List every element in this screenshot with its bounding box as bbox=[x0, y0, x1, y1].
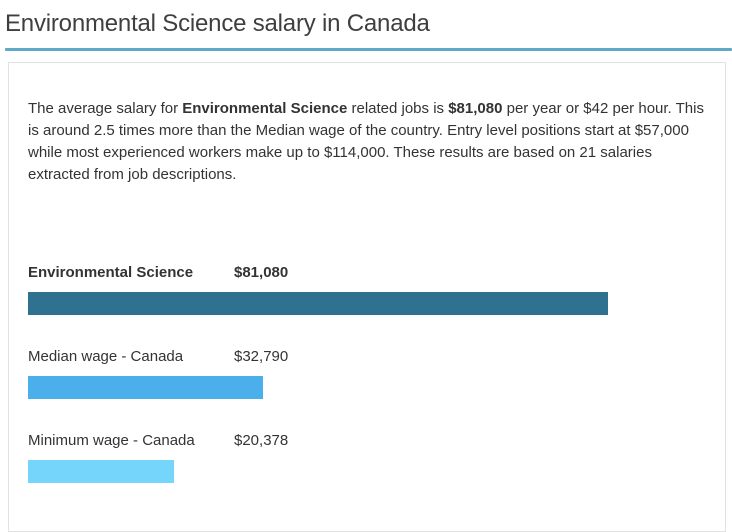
bar-track bbox=[28, 460, 608, 483]
bar-value: $81,080 bbox=[234, 264, 289, 281]
bar-value: $32,790 bbox=[234, 348, 289, 365]
summary-text-run: related jobs is bbox=[347, 100, 449, 117]
chart-row-header: Median wage - Canada $32,790 bbox=[28, 348, 706, 366]
chart-row: Minimum wage - Canada $20,378 bbox=[28, 432, 706, 483]
summary-bold-text: $81,080 bbox=[448, 100, 503, 117]
summary-text-run: per year or $42 per hour. This is around… bbox=[28, 100, 704, 183]
bar-label: Median wage - Canada bbox=[28, 348, 184, 365]
bar-label: Minimum wage - Canada bbox=[28, 432, 195, 449]
bar-value: $20,378 bbox=[234, 432, 289, 449]
summary-text-run: The average salary for bbox=[28, 100, 183, 117]
chart-row-header: Minimum wage - Canada $20,378 bbox=[28, 432, 706, 450]
salary-summary-card: The average salary for Environmental Sci… bbox=[8, 62, 726, 532]
salary-comparison-chart: Environmental Science $81,080 Median wage … bbox=[28, 264, 706, 483]
summary-bold-text: Environmental Science bbox=[182, 100, 348, 117]
bar-label: Environmental Science bbox=[28, 264, 194, 281]
chart-row: Median wage - Canada $32,790 bbox=[28, 348, 706, 399]
bar bbox=[28, 460, 174, 483]
bar-track bbox=[28, 292, 608, 315]
salary-summary-text: The average salary for Environmental Sci… bbox=[28, 98, 704, 186]
bar bbox=[28, 376, 263, 399]
page-title: Environmental Science salary in Canada bbox=[5, 10, 430, 37]
bar bbox=[28, 292, 608, 315]
chart-row-header: Environmental Science $81,080 bbox=[28, 264, 706, 282]
title-underline bbox=[5, 48, 732, 51]
chart-row: Environmental Science $81,080 bbox=[28, 264, 706, 315]
bar-track bbox=[28, 376, 608, 399]
